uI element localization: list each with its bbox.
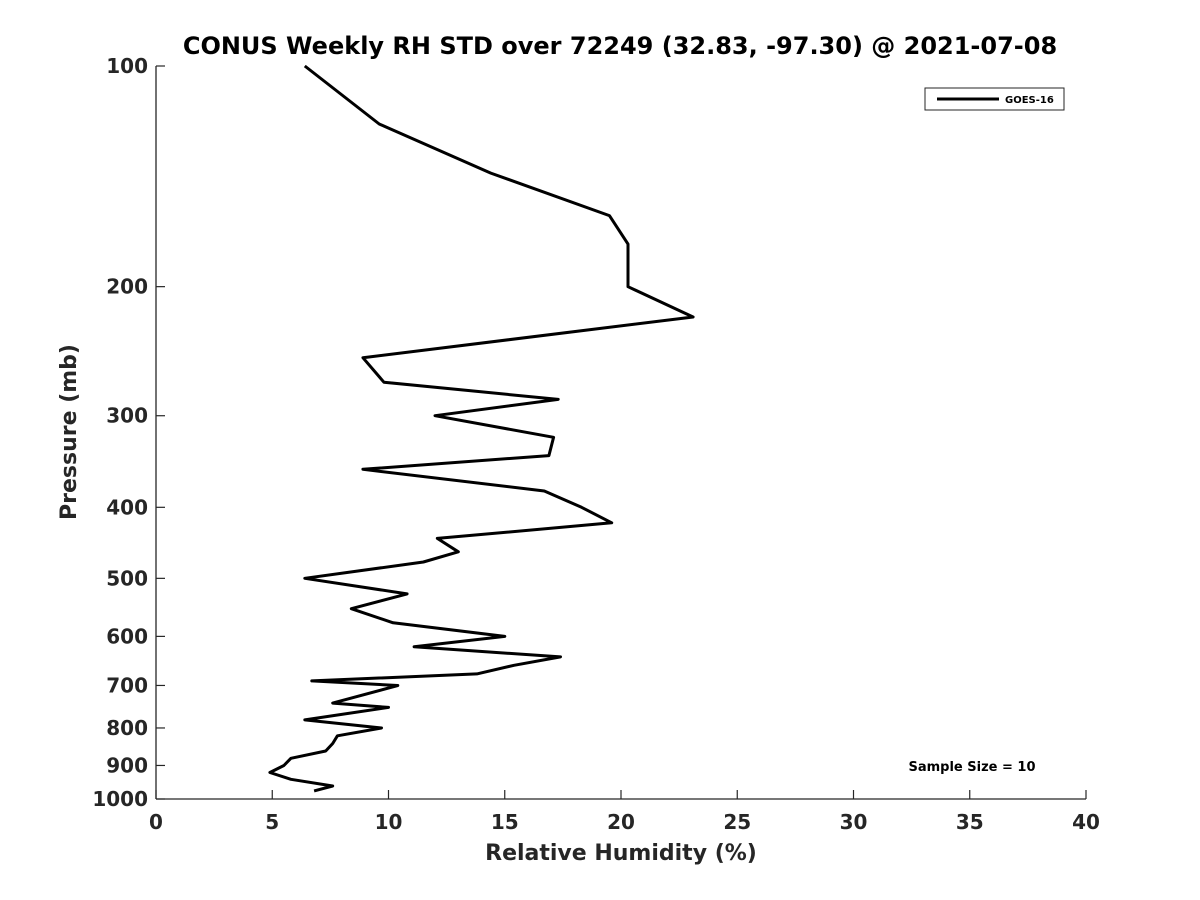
y-tick-label: 400 xyxy=(106,495,148,519)
y-ticks: 100 200 300 400 500 600 700 800 900 1000 xyxy=(92,54,165,811)
x-axis-label: Relative Humidity (%) xyxy=(485,841,757,866)
legend-label: GOES-16 xyxy=(1005,95,1054,106)
x-tick-label: 0 xyxy=(149,810,163,834)
x-tick-label: 35 xyxy=(956,810,984,834)
y-tick-label: 800 xyxy=(106,716,148,740)
y-tick-label: 600 xyxy=(106,624,148,648)
y-tick-label: 700 xyxy=(106,673,148,697)
series-line xyxy=(268,64,695,793)
x-ticks: 0 5 10 15 20 25 30 35 40 xyxy=(149,790,1100,834)
sample-size-annotation: Sample Size = 10 xyxy=(908,760,1035,775)
y-tick-label: 300 xyxy=(106,404,148,428)
y-tick-label: 100 xyxy=(106,54,148,78)
x-tick-label: 15 xyxy=(491,810,519,834)
x-tick-label: 20 xyxy=(607,810,635,834)
y-tick-label: 1000 xyxy=(92,787,148,811)
series-layer xyxy=(268,64,695,793)
x-tick-label: 25 xyxy=(723,810,751,834)
x-tick-label: 40 xyxy=(1072,810,1100,834)
y-tick-label: 900 xyxy=(106,753,148,777)
x-tick-label: 5 xyxy=(265,810,279,834)
y-tick-label: 200 xyxy=(106,275,148,299)
y-tick-label: 500 xyxy=(106,566,148,590)
x-tick-label: 10 xyxy=(375,810,403,834)
legend: GOES-16 xyxy=(924,87,1065,111)
x-tick-label: 30 xyxy=(840,810,868,834)
chart-title: CONUS Weekly RH STD over 72249 (32.83, -… xyxy=(183,32,1057,60)
y-axis-label: Pressure (mb) xyxy=(57,344,82,520)
